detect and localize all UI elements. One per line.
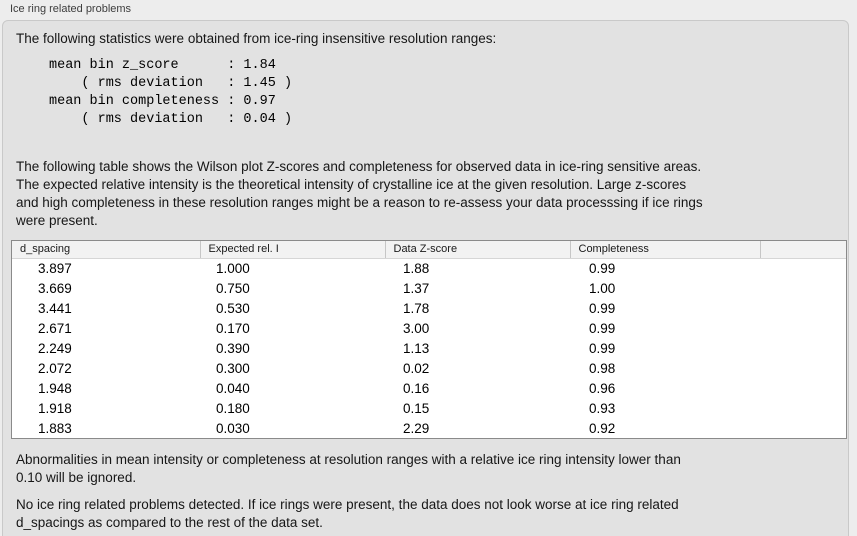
cell-data-z-score: 0.02: [403, 360, 430, 376]
cell-d-spacing: 1.918: [38, 400, 72, 416]
cell-data-z-score: 1.88: [403, 260, 430, 276]
cell-filler: [760, 298, 846, 318]
cell-filler: [760, 378, 846, 398]
cell-data-z-score: 1.78: [403, 300, 430, 316]
cell-expected-rel-i: 0.530: [216, 300, 250, 316]
cell-completeness: 0.96: [589, 380, 616, 396]
ice-ring-table: d_spacing Expected rel. I Data Z-score C…: [12, 241, 846, 438]
ice-ring-stats-block: mean bin z_score : 1.84 ( rms deviation …: [49, 58, 293, 127]
cell-filler: [760, 418, 846, 438]
cell-filler: [760, 358, 846, 378]
conclusion-text: No ice ring related problems detected. I…: [16, 497, 679, 530]
cell-d-spacing: 2.671: [38, 320, 72, 336]
column-header-filler: [760, 241, 846, 259]
table-header-row: d_spacing Expected rel. I Data Z-score C…: [12, 241, 846, 259]
cell-expected-rel-i: 0.750: [216, 280, 250, 296]
cell-data-z-score: 1.13: [403, 340, 430, 356]
table-row[interactable]: 2.072 0.300 0.02 0.98: [12, 358, 846, 378]
cell-data-z-score: 3.00: [403, 320, 430, 336]
cell-filler: [760, 318, 846, 338]
table-row[interactable]: 1.883 0.030 2.29 0.92: [12, 418, 846, 438]
cell-data-z-score: 0.15: [403, 400, 430, 416]
cell-expected-rel-i: 0.180: [216, 400, 250, 416]
table-row[interactable]: 3.441 0.530 1.78 0.99: [12, 298, 846, 318]
ignore-threshold-note: Abnormalities in mean intensity or compl…: [16, 452, 681, 485]
cell-completeness: 0.98: [589, 360, 616, 376]
cell-filler: [760, 278, 846, 298]
cell-expected-rel-i: 0.030: [216, 420, 250, 436]
column-header-data-z-score[interactable]: Data Z-score: [385, 241, 571, 259]
cell-expected-rel-i: 0.390: [216, 340, 250, 356]
table-row[interactable]: 3.669 0.750 1.37 1.00: [12, 278, 846, 298]
column-header-expected-rel-i[interactable]: Expected rel. I: [200, 241, 386, 259]
cell-completeness: 0.99: [589, 320, 616, 336]
table-row[interactable]: 2.671 0.170 3.00 0.99: [12, 318, 846, 338]
cell-d-spacing: 3.669: [38, 280, 72, 296]
cell-data-z-score: 0.16: [403, 380, 430, 396]
table-row[interactable]: 1.948 0.040 0.16 0.96: [12, 378, 846, 398]
cell-completeness: 0.99: [589, 260, 616, 276]
cell-completeness: 0.93: [589, 400, 616, 416]
cell-d-spacing: 3.441: [38, 300, 72, 316]
column-header-completeness[interactable]: Completeness: [570, 241, 761, 259]
table-description: The following table shows the Wilson plo…: [16, 159, 703, 228]
cell-completeness: 1.00: [589, 280, 616, 296]
cell-data-z-score: 1.37: [403, 280, 430, 296]
cell-d-spacing: 2.072: [38, 360, 72, 376]
cell-d-spacing: 1.948: [38, 380, 72, 396]
cell-filler: [760, 258, 846, 278]
cell-completeness: 0.99: [589, 300, 616, 316]
cell-expected-rel-i: 1.000: [216, 260, 250, 276]
cell-filler: [760, 338, 846, 358]
cell-completeness: 0.92: [589, 420, 616, 436]
cell-expected-rel-i: 0.040: [216, 380, 250, 396]
cell-d-spacing: 3.897: [38, 260, 72, 276]
table-row[interactable]: 2.249 0.390 1.13 0.99: [12, 338, 846, 358]
intro-text: The following statistics were obtained f…: [16, 31, 497, 46]
cell-filler: [760, 398, 846, 418]
cell-data-z-score: 2.29: [403, 420, 430, 436]
cell-d-spacing: 1.883: [38, 420, 72, 436]
ice-ring-table-container: d_spacing Expected rel. I Data Z-score C…: [11, 240, 847, 439]
table-row[interactable]: 1.918 0.180 0.15 0.93: [12, 398, 846, 418]
cell-d-spacing: 2.249: [38, 340, 72, 356]
ice-ring-results-panel: The following statistics were obtained f…: [2, 20, 849, 536]
section-title: Ice ring related problems: [10, 3, 132, 15]
cell-expected-rel-i: 0.300: [216, 360, 250, 376]
cell-completeness: 0.99: [589, 340, 616, 356]
column-header-d-spacing[interactable]: d_spacing: [12, 241, 201, 259]
table-row[interactable]: 3.897 1.000 1.88 0.99: [12, 258, 846, 278]
cell-expected-rel-i: 0.170: [216, 320, 250, 336]
ice-ring-table-body: 3.897 1.000 1.88 0.99 3.669 0.750 1.37 1.00 3.44…: [12, 258, 846, 438]
